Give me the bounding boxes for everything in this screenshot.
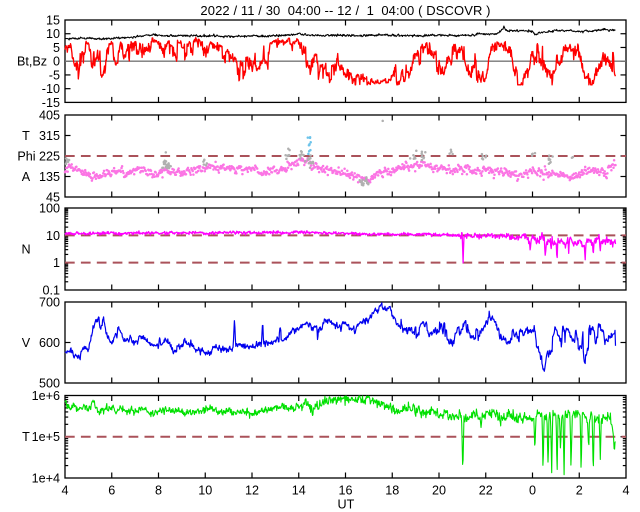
svg-text:225: 225 [39,150,60,164]
svg-text:Phi: Phi [17,150,35,164]
svg-text:Bt,Bz: Bt,Bz [17,55,47,69]
svg-text:700: 700 [39,296,60,310]
svg-text:15: 15 [46,14,60,28]
svg-text:UT: UT [338,498,355,512]
svg-text:T: T [22,129,30,143]
svg-text:405: 405 [39,109,60,123]
svg-text:4: 4 [622,484,629,498]
svg-text:A: A [22,170,31,184]
svg-text:10: 10 [46,27,60,41]
svg-text:12: 12 [245,484,259,498]
svg-text:500: 500 [39,377,60,391]
svg-text:315: 315 [39,129,60,143]
svg-text:135: 135 [39,170,60,184]
svg-text:100: 100 [39,202,60,216]
svg-text:10: 10 [198,484,212,498]
svg-text:-15: -15 [42,96,60,110]
svg-text:16: 16 [338,484,352,498]
svg-text:4: 4 [61,484,68,498]
svg-text:8: 8 [155,484,162,498]
svg-text:2: 2 [576,484,583,498]
svg-text:V: V [22,336,31,350]
svg-text:1e+4: 1e+4 [32,472,60,486]
svg-text:600: 600 [39,336,60,350]
svg-text:45: 45 [46,191,60,205]
svg-text:2022 / 11 / 30 04:00 -- 12 /: 2022 / 11 / 30 04:00 -- 12 / 1 04:00 ( D… [200,3,490,18]
svg-text:1e+6: 1e+6 [32,389,60,403]
svg-text:14: 14 [292,484,306,498]
svg-text:0: 0 [529,484,536,498]
svg-text:-10: -10 [42,82,60,96]
svg-text:1e+5: 1e+5 [32,430,60,444]
svg-text:0: 0 [53,55,60,69]
svg-text:T: T [22,430,30,444]
svg-text:18: 18 [385,484,399,498]
svg-text:-5: -5 [49,68,60,82]
svg-text:20: 20 [432,484,446,498]
svg-text:0.1: 0.1 [42,284,60,298]
svg-text:5: 5 [53,41,60,55]
svg-text:22: 22 [479,484,493,498]
svg-text:N: N [21,243,30,257]
svg-text:1: 1 [53,256,60,270]
svg-text:10: 10 [46,229,60,243]
svg-text:6: 6 [108,484,115,498]
